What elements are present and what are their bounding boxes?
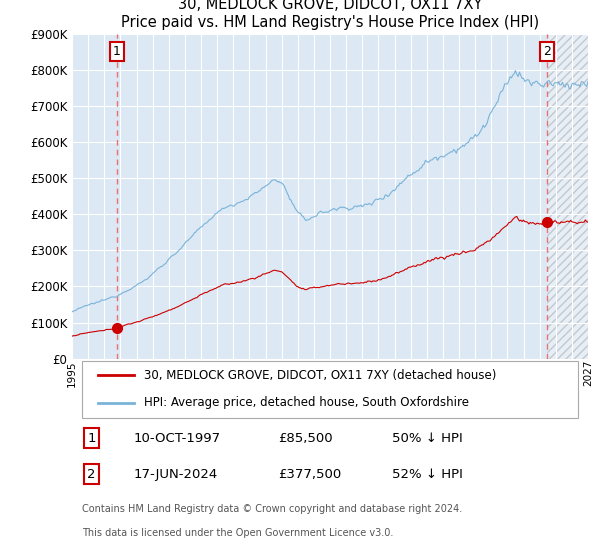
Text: 10-OCT-1997: 10-OCT-1997 <box>134 432 221 445</box>
Bar <box>547 34 588 358</box>
Text: 2: 2 <box>88 468 96 480</box>
Text: 1: 1 <box>88 432 96 445</box>
Text: This data is licensed under the Open Government Licence v3.0.: This data is licensed under the Open Gov… <box>82 528 394 538</box>
Text: HPI: Average price, detached house, South Oxfordshire: HPI: Average price, detached house, Sout… <box>144 396 469 409</box>
Text: 52% ↓ HPI: 52% ↓ HPI <box>392 468 463 480</box>
Title: 30, MEDLOCK GROVE, DIDCOT, OX11 7XY
Price paid vs. HM Land Registry's House Pric: 30, MEDLOCK GROVE, DIDCOT, OX11 7XY Pric… <box>121 0 539 30</box>
Text: Contains HM Land Registry data © Crown copyright and database right 2024.: Contains HM Land Registry data © Crown c… <box>82 504 463 514</box>
Text: 50% ↓ HPI: 50% ↓ HPI <box>392 432 463 445</box>
Text: £85,500: £85,500 <box>278 432 333 445</box>
Text: 17-JUN-2024: 17-JUN-2024 <box>134 468 218 480</box>
Text: £377,500: £377,500 <box>278 468 341 480</box>
Text: 1: 1 <box>113 45 121 58</box>
Text: 2: 2 <box>543 45 551 58</box>
FancyBboxPatch shape <box>82 361 578 418</box>
Text: 30, MEDLOCK GROVE, DIDCOT, OX11 7XY (detached house): 30, MEDLOCK GROVE, DIDCOT, OX11 7XY (det… <box>144 368 497 382</box>
